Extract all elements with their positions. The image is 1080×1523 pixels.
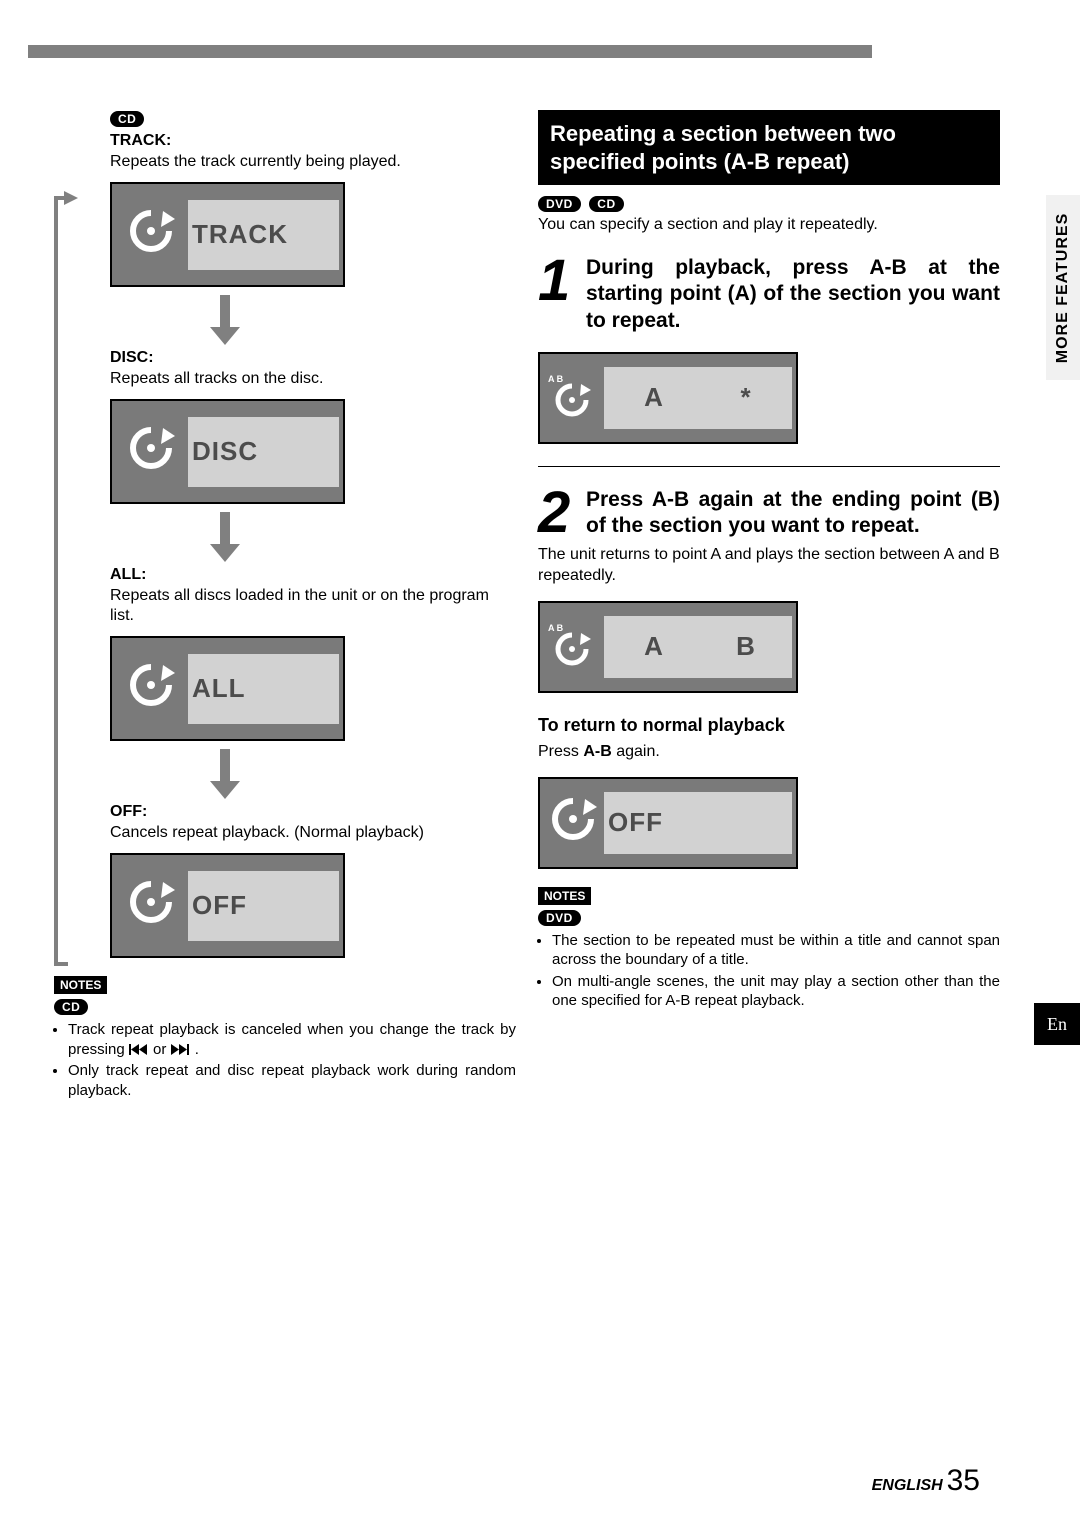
arrow-down-icon xyxy=(210,512,240,562)
panel-text: A B xyxy=(604,616,792,678)
step-1: 1 During playback, press A-B at the star… xyxy=(538,249,1000,334)
item-desc: Repeats the track currently being played… xyxy=(110,152,516,172)
item-desc: Repeats all discs loaded in the unit or … xyxy=(110,586,516,626)
arrow-down-icon xyxy=(210,749,240,799)
section-title: Repeating a section between two specifie… xyxy=(538,110,1000,185)
ab-b: B xyxy=(700,631,792,662)
footer-page-number: 35 xyxy=(947,1464,980,1497)
footer-lang: ENGLISH xyxy=(872,1477,943,1494)
step-number: 2 xyxy=(538,487,578,540)
return-text: Press A-B again. xyxy=(538,742,1000,763)
lang-tab: En xyxy=(1034,1003,1080,1045)
repeat-icon xyxy=(544,778,602,868)
step-2: 2 Press A-B again at the ending point (B… xyxy=(538,481,1000,540)
panel-text: A * xyxy=(604,367,792,429)
panel-text: OFF xyxy=(604,792,792,854)
ab-a: A xyxy=(608,382,700,413)
cycle-return-line xyxy=(54,196,68,966)
arrow-down-icon xyxy=(210,295,240,345)
panel-text: ALL xyxy=(188,654,339,724)
repeat-icon xyxy=(116,644,186,734)
ab-star: * xyxy=(700,382,792,413)
repeat-icon xyxy=(116,861,186,951)
step-number: 1 xyxy=(538,255,578,334)
display-panel-ab: A B A B xyxy=(538,601,798,693)
item-desc: Repeats all tracks on the disc. xyxy=(110,369,516,389)
note-item: The section to be repeated must be withi… xyxy=(552,931,1000,970)
right-column: Repeating a section between two specifie… xyxy=(538,110,1000,1102)
display-panel-off-right: OFF xyxy=(538,777,798,869)
display-panel-track: TRACK xyxy=(110,182,345,287)
item-label: ALL: xyxy=(110,566,516,584)
repeat-ab-icon: A B xyxy=(544,353,602,443)
side-tab-label: MORE FEATURES xyxy=(1054,212,1072,362)
ab-a: A xyxy=(608,631,700,662)
notes-list: Track repeat playback is canceled when y… xyxy=(54,1020,516,1100)
badge-cd: CD xyxy=(589,196,623,212)
note-item: Track repeat playback is canceled when y… xyxy=(68,1020,516,1059)
panel-text: DISC xyxy=(188,417,339,487)
item-desc: Cancels repeat playback. (Normal playbac… xyxy=(110,823,516,843)
skip-prev-icon xyxy=(129,1044,149,1055)
badge-dvd: DVD xyxy=(538,910,581,926)
repeat-ab-icon: A B xyxy=(544,602,602,692)
panel-text: TRACK xyxy=(188,200,339,270)
display-panel-a: A B A * xyxy=(538,352,798,444)
panel-text: OFF xyxy=(188,871,339,941)
badge-cd: CD xyxy=(54,999,88,1015)
repeat-icon xyxy=(116,190,186,280)
item-label: TRACK: xyxy=(110,132,516,150)
step-text: Press A-B again at the ending point (B) … xyxy=(586,487,1000,540)
page-content: CD TRACK: Repeats the track currently be… xyxy=(54,110,1000,1463)
notes-badge: NOTES xyxy=(538,887,591,905)
return-heading: To return to normal playback xyxy=(538,715,1000,736)
svg-text:A B: A B xyxy=(548,623,564,633)
intro-text: You can specify a section and play it re… xyxy=(538,215,1000,235)
arrow-right-icon xyxy=(64,191,78,205)
repeat-icon xyxy=(116,407,186,497)
item-label: DISC: xyxy=(110,349,516,367)
note-item: On multi-angle scenes, the unit may play… xyxy=(552,972,1000,1011)
display-panel-disc: DISC xyxy=(110,399,345,504)
display-panel-all: ALL xyxy=(110,636,345,741)
page-footer: ENGLISH 35 xyxy=(0,1464,1080,1498)
item-label: OFF: xyxy=(110,803,516,821)
badge-dvd: DVD xyxy=(538,196,581,212)
step-after-text: The unit returns to point A and plays th… xyxy=(538,545,1000,587)
left-column: CD TRACK: Repeats the track currently be… xyxy=(54,110,516,1102)
svg-text:A B: A B xyxy=(548,374,564,384)
notes-badge: NOTES xyxy=(54,976,107,994)
badge-cd: CD xyxy=(110,111,144,127)
step-text: During playback, press A-B at the starti… xyxy=(586,255,1000,334)
notes-list: The section to be repeated must be withi… xyxy=(538,931,1000,1011)
skip-next-icon xyxy=(171,1044,191,1055)
display-panel-off: OFF xyxy=(110,853,345,958)
side-tab-more-features: MORE FEATURES xyxy=(1046,195,1080,380)
note-item: Only track repeat and disc repeat playba… xyxy=(68,1061,516,1100)
header-bar xyxy=(28,45,872,58)
lang-tab-text: En xyxy=(1047,1014,1067,1035)
